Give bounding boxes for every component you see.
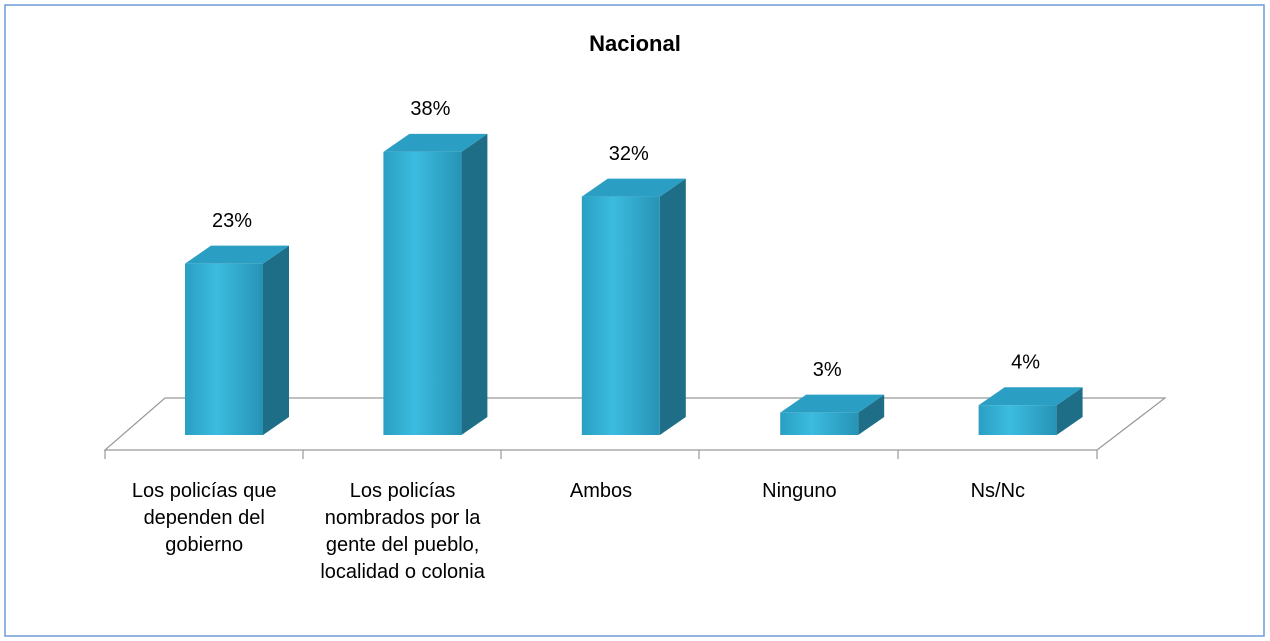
bar bbox=[978, 405, 1057, 435]
bar-top bbox=[780, 394, 885, 413]
data-label: 23% bbox=[212, 210, 252, 232]
x-axis-ticks bbox=[104, 450, 1098, 459]
bar-top bbox=[185, 245, 289, 264]
data-label: 4% bbox=[1011, 351, 1040, 373]
x-tick-label: Ninguno bbox=[762, 480, 837, 502]
bar bbox=[383, 151, 462, 435]
bar-top bbox=[383, 133, 488, 152]
bar-side bbox=[1056, 387, 1083, 435]
bar bbox=[581, 196, 660, 435]
chart-title: Nacional bbox=[589, 31, 681, 56]
data-label: 3% bbox=[813, 359, 842, 381]
x-tick-label: Los policías nombrados por la gente del … bbox=[320, 480, 485, 583]
bar bbox=[780, 412, 859, 435]
x-tick-label: Ns/Nc bbox=[970, 480, 1026, 502]
frame bbox=[4, 4, 1265, 637]
bar-side bbox=[858, 394, 885, 435]
bar-top bbox=[581, 178, 686, 197]
x-tick-label: Ambos bbox=[569, 480, 633, 502]
bar-side bbox=[659, 178, 686, 435]
bar-side bbox=[263, 245, 289, 435]
data-label: 38% bbox=[410, 98, 450, 120]
x-tick-label: Los policías que dependen del gobierno bbox=[131, 480, 277, 556]
bar bbox=[185, 263, 263, 435]
bar-top bbox=[978, 387, 1083, 406]
bar-side bbox=[461, 133, 488, 435]
data-label: 32% bbox=[609, 143, 649, 165]
